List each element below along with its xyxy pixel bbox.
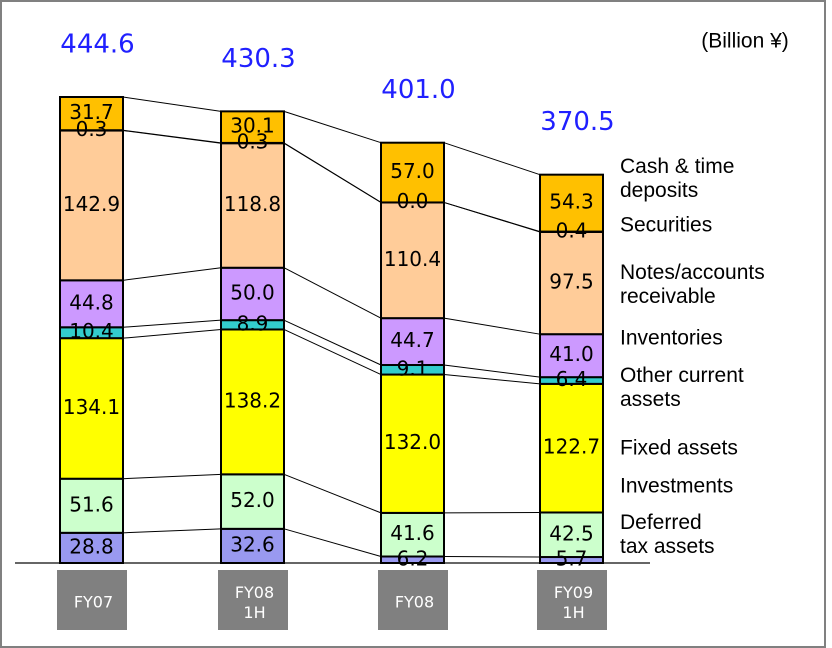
value-label: 10.4 <box>69 319 114 343</box>
value-label: 5.7 <box>556 547 588 571</box>
bar-segment <box>380 317 445 367</box>
connector <box>443 142 541 176</box>
value-label: 134.1 <box>63 395 120 419</box>
value-label: 57.0 <box>390 159 435 183</box>
value-label: 44.7 <box>390 328 435 352</box>
connector <box>283 110 382 144</box>
value-label: 32.6 <box>230 532 275 556</box>
unit-label: (Billion ¥) <box>701 30 789 53</box>
bar-segment <box>220 473 285 530</box>
total-label: 370.5 <box>540 107 614 137</box>
x-tick-label: FY08 1H <box>235 583 274 622</box>
value-label: 0.3 <box>76 117 108 141</box>
bar-segment <box>59 531 124 565</box>
connector <box>283 142 382 203</box>
connector <box>283 329 382 375</box>
value-label: 44.8 <box>69 290 114 314</box>
value-label: 50.0 <box>230 280 275 304</box>
bar-segment <box>539 173 604 233</box>
total-label: 430.3 <box>221 44 295 74</box>
value-label: 28.8 <box>69 534 114 558</box>
value-label: 138.2 <box>224 388 281 412</box>
connector <box>122 528 222 534</box>
value-label: 9.1 <box>397 356 429 380</box>
bar-segment <box>220 266 285 322</box>
legend-label: Notes/accounts receivable <box>620 261 765 308</box>
bar-segment <box>220 328 285 476</box>
bar-segment <box>59 96 124 132</box>
connector <box>122 96 222 112</box>
bar-segment <box>59 337 124 480</box>
category-box <box>57 570 127 630</box>
value-label: 54.3 <box>549 190 594 214</box>
value-label: 6.2 <box>397 546 429 570</box>
value-label: 31.7 <box>69 100 114 124</box>
x-tick-label: FY09 1H <box>554 583 593 622</box>
connector <box>443 374 541 385</box>
legend-label: Other current assets <box>620 364 744 411</box>
bar-segment <box>380 141 445 204</box>
value-label: 8.9 <box>237 311 269 335</box>
category-box <box>378 570 448 630</box>
bar-segment <box>539 333 604 379</box>
value-label: 122.7 <box>543 435 600 459</box>
connector <box>122 319 222 328</box>
value-label: 51.6 <box>69 492 114 516</box>
category-box <box>218 570 288 630</box>
value-label: 118.8 <box>224 192 281 216</box>
value-label: 97.5 <box>549 270 594 294</box>
total-label: 444.6 <box>60 30 134 60</box>
legend-label: Deferred tax assets <box>620 511 715 558</box>
bar-segment <box>380 511 445 558</box>
bar-segment <box>220 110 285 144</box>
connector <box>443 201 541 233</box>
bar-segment <box>539 382 604 514</box>
value-label: 0.4 <box>556 218 588 242</box>
x-tick-label: FY08 <box>395 593 434 612</box>
value-label: 52.0 <box>230 488 275 512</box>
legend-label: Fixed assets <box>620 437 738 460</box>
category-box <box>537 570 607 630</box>
connector <box>283 319 382 366</box>
connector <box>443 556 541 558</box>
connector <box>122 473 222 480</box>
bar-segment <box>380 373 445 514</box>
connector <box>283 473 382 514</box>
value-label: 41.6 <box>390 521 435 545</box>
bar-segment <box>59 279 124 329</box>
x-tick-label: FY07 <box>74 593 113 612</box>
legend-label: Cash & time deposits <box>620 155 734 202</box>
value-label: 0.0 <box>397 189 429 213</box>
legend-label: Investments <box>620 475 733 498</box>
value-label: 110.4 <box>384 247 441 271</box>
connector <box>443 317 541 335</box>
value-label: 41.0 <box>549 342 594 366</box>
value-label: 0.3 <box>237 130 269 154</box>
legend-label: Securities <box>620 214 712 237</box>
connector <box>122 328 222 339</box>
connector <box>283 267 382 319</box>
connector <box>122 129 222 144</box>
bar-segment <box>59 129 124 282</box>
value-label: 132.0 <box>384 430 441 454</box>
connector <box>283 528 382 557</box>
value-label: 6.4 <box>556 367 588 391</box>
value-label: 142.9 <box>63 192 120 216</box>
total-label: 401.0 <box>381 75 455 105</box>
bar-segment <box>220 142 285 269</box>
connector <box>443 364 541 378</box>
connector <box>122 267 222 281</box>
bar-segment <box>380 201 445 320</box>
value-label: 30.1 <box>230 114 275 138</box>
value-label: 42.5 <box>549 521 594 545</box>
legend-label: Inventories <box>620 327 723 350</box>
